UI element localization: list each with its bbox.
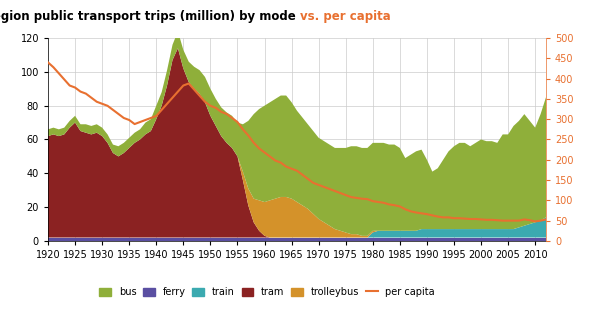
- Text: Auckland region public transport trips (million) by mode: Auckland region public transport trips (…: [0, 10, 300, 23]
- Text: vs. per capita: vs. per capita: [300, 10, 391, 23]
- Legend: bus, ferry, train, tram, trolleybus, per capita: bus, ferry, train, tram, trolleybus, per…: [95, 283, 439, 301]
